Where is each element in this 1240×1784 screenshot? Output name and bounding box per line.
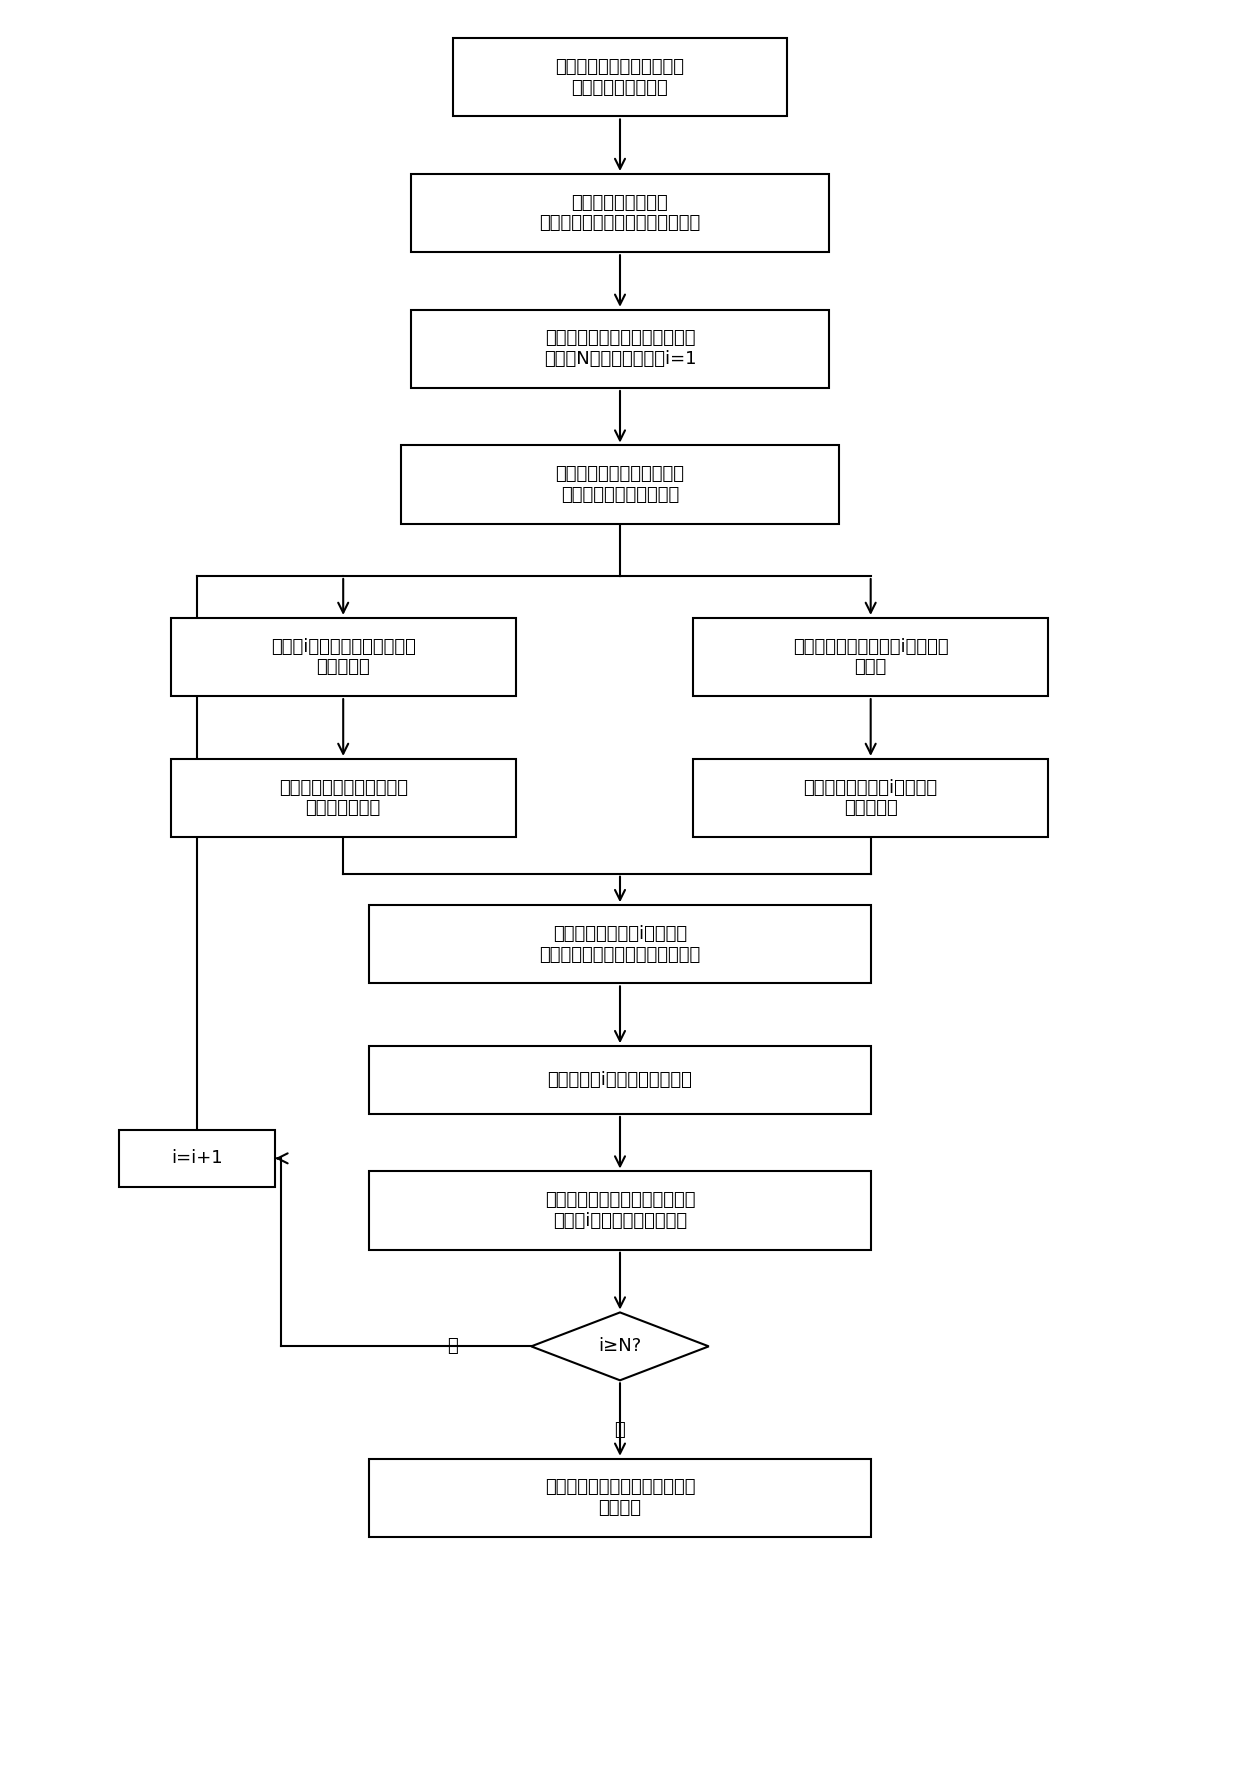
- FancyBboxPatch shape: [693, 758, 1048, 837]
- Text: 根据温度信息库确定第i个环域的
温度场: 根据温度信息库确定第i个环域的 温度场: [792, 637, 949, 676]
- FancyBboxPatch shape: [171, 758, 516, 837]
- Text: 确定天线方位俯仰角，以及
太阳光线与反射面的夹角: 确定天线方位俯仰角，以及 太阳光线与反射面的夹角: [556, 466, 684, 505]
- FancyBboxPatch shape: [370, 904, 870, 983]
- FancyBboxPatch shape: [412, 173, 828, 252]
- FancyBboxPatch shape: [453, 37, 787, 116]
- FancyBboxPatch shape: [370, 1459, 870, 1538]
- Polygon shape: [531, 1313, 709, 1381]
- Text: 否: 否: [448, 1338, 459, 1356]
- Text: i=i+1: i=i+1: [171, 1149, 223, 1167]
- Text: 确定反映不同工况下
天线温度场分布情况的温度信息库: 确定反映不同工况下 天线温度场分布情况的温度信息库: [539, 194, 701, 232]
- FancyBboxPatch shape: [171, 617, 516, 696]
- FancyBboxPatch shape: [370, 1172, 870, 1251]
- Text: 是: 是: [615, 1420, 625, 1440]
- Text: 确定反射面天线结构方案、
温度传感器布局方案: 确定反射面天线结构方案、 温度传感器布局方案: [556, 57, 684, 96]
- FancyBboxPatch shape: [412, 310, 828, 389]
- FancyBboxPatch shape: [370, 1045, 870, 1113]
- Text: 提取当前工况下第i个环域内
温度传感器所在位置的初始温度值: 提取当前工况下第i个环域内 温度传感器所在位置的初始温度值: [539, 924, 701, 963]
- Text: 计算当前工况下第i个环域的
初始温度场: 计算当前工况下第i个环域的 初始温度场: [804, 778, 937, 817]
- Text: i≥N?: i≥N?: [599, 1338, 641, 1356]
- Text: 计算天线第i个环域的类比系数: 计算天线第i个环域的类比系数: [548, 1070, 692, 1088]
- Text: 根据温度传感器布局方案将天线
划分为N个环域，取变量i=1: 根据温度传感器布局方案将天线 划分为N个环域，取变量i=1: [544, 330, 696, 368]
- Text: 提取当前工况下温度传感器
采集的实际数值: 提取当前工况下温度传感器 采集的实际数值: [279, 778, 408, 817]
- FancyBboxPatch shape: [401, 446, 839, 524]
- Text: 确定第i个环域内温度传感器的
数量及位置: 确定第i个环域内温度传感器的 数量及位置: [270, 637, 415, 676]
- FancyBboxPatch shape: [693, 617, 1048, 696]
- Text: 利用类比系数修正初始温度场，
重构第i个环域的实际温度场: 利用类比系数修正初始温度场， 重构第i个环域的实际温度场: [544, 1192, 696, 1229]
- Text: 重构出整个反射面天线结构的实
际温度场: 重构出整个反射面天线结构的实 际温度场: [544, 1479, 696, 1516]
- FancyBboxPatch shape: [119, 1129, 275, 1186]
